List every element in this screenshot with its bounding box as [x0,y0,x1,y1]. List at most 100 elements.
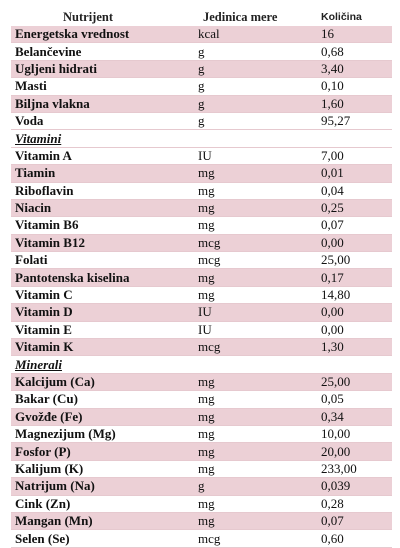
nutrient-row: Belančevine g 0,68 [11,42,392,61]
header-amount: Količina [317,8,392,26]
nutrient-amount: 0,04 [317,182,392,200]
nutrient-name: Belančevine [11,42,193,61]
nutrient-row: Mangan (Mn) mg 0,07 [11,512,392,531]
nutrient-amount: 95,27 [317,112,392,131]
nutrient-amount: 0,10 [317,77,392,96]
nutrient-name: Vitamin E [11,321,193,340]
nutrient-unit: mg [193,216,317,235]
nutrient-amount: 10,00 [317,425,392,444]
nutrient-unit: mg [193,199,317,218]
nutrient-unit: g [193,112,317,131]
nutrient-unit: kcal [193,26,317,44]
nutrient-name: Energetska vrednost [11,26,193,44]
nutrient-name: Pantotenska kiselina [11,268,193,287]
nutrient-unit: mg [193,286,317,305]
nutrient-amount: 0,00 [317,234,392,253]
nutrient-amount: 0,00 [317,303,392,322]
nutrient-unit: g [193,60,317,79]
nutrient-row: Pantotenska kiselina mg 0,17 [11,268,392,287]
nutrient-row: Kalcijum (Ca) mg 25,00 [11,373,392,392]
nutrient-name: Fosfor (P) [11,442,193,461]
nutrient-unit: g [193,77,317,96]
nutrient-row: Voda g 95,27 [11,112,392,131]
nutrient-amount: 0,07 [317,512,392,531]
nutrient-amount: 0,25 [317,199,392,218]
nutrient-name: Mangan (Mn) [11,512,193,531]
nutrient-name: Biljna vlakna [11,95,193,113]
nutrient-name: Voda [11,112,193,131]
nutrient-unit: mg [193,425,317,444]
nutrient-unit: mg [193,460,317,479]
nutrient-row: Cink (Zn) mg 0,28 [11,495,392,513]
nutrient-amount: 7,00 [317,147,392,166]
header-row: Nutrijent Jedinica mere Količina [11,8,392,26]
nutrient-row: Natrijum (Na) g 0,039 [11,477,392,496]
nutrient-row: Biljna vlakna g 1,60 [11,95,392,113]
nutrient-amount: 0,34 [317,408,392,426]
nutrient-unit: mg [193,408,317,426]
nutrient-amount: 0,68 [317,42,392,61]
nutrient-amount: 1,60 [317,95,392,113]
nutrient-unit: IU [193,321,317,340]
nutrient-amount: 0,07 [317,216,392,235]
nutrient-name: Vitamin C [11,286,193,305]
table-header: Nutrijent Jedinica mere Količina [11,8,392,26]
nutrient-name: Cink (Zn) [11,495,193,513]
nutrient-unit: g [193,477,317,496]
nutrient-row: Kalijum (K) mg 233,00 [11,460,392,479]
nutrient-unit: mg [193,182,317,200]
nutrient-row: Masti g 0,10 [11,77,392,96]
nutrient-name: Kalijum (K) [11,460,193,479]
nutrient-row: Vitamin B6 mg 0,07 [11,216,392,235]
nutrient-row: Niacin mg 0,25 [11,199,392,218]
section-heading-row: Vitamini [11,129,392,148]
nutrient-name: Ugljeni hidrati [11,60,193,79]
nutrient-amount: 25,00 [317,251,392,270]
nutrient-unit: g [193,95,317,113]
nutrient-row: Ugljeni hidrati g 3,40 [11,60,392,79]
nutrient-row: Vitamin E IU 0,00 [11,321,392,340]
nutrient-unit: IU [193,303,317,322]
nutrient-name: Tiamin [11,164,193,183]
nutrient-row: Bakar (Cu) mg 0,05 [11,390,392,409]
nutrient-row: Vitamin B12 mcg 0,00 [11,234,392,253]
nutrient-unit: g [193,42,317,61]
nutrient-unit: mg [193,164,317,183]
nutrient-amount: 3,40 [317,60,392,79]
nutrient-unit: mg [193,390,317,409]
nutrient-unit: mg [193,442,317,461]
nutrient-row: Vitamin A IU 7,00 [11,147,392,166]
nutrient-row: Selen (Se) mcg 0,60 [11,529,392,548]
nutrient-unit: mg [193,512,317,531]
nutrient-name: Natrijum (Na) [11,477,193,496]
nutrient-unit: mg [193,373,317,392]
nutrient-amount: 1,30 [317,338,392,357]
nutrient-unit: mcg [193,338,317,357]
nutrient-name: Gvožđe (Fe) [11,408,193,426]
nutrient-unit: IU [193,147,317,166]
nutrient-amount: 14,80 [317,286,392,305]
nutrient-unit: mcg [193,234,317,253]
nutrient-row: Tiamin mg 0,01 [11,164,392,183]
header-nutrient: Nutrijent [11,8,193,26]
table-body: Energetska vrednost kcal 16 Belančevine g 0,6… [11,26,392,548]
nutrient-amount: 16 [317,26,392,44]
nutrient-row: Vitamin D IU 0,00 [11,303,392,322]
nutrient-name: Vitamin A [11,147,193,166]
nutrient-row: Magnezijum (Mg) mg 10,00 [11,425,392,444]
nutrient-row: Fosfor (P) mg 20,00 [11,442,392,461]
nutrition-table-container: Nutrijent Jedinica mere Količina Energet… [11,8,392,548]
nutrient-name: Magnezijum (Mg) [11,425,193,444]
nutrient-row: Gvožđe (Fe) mg 0,34 [11,408,392,426]
nutrient-amount: 0,039 [317,477,392,496]
nutrient-amount: 0,28 [317,495,392,513]
nutrition-table: Nutrijent Jedinica mere Količina Energet… [11,8,392,548]
nutrient-amount: 20,00 [317,442,392,461]
nutrient-unit: mg [193,268,317,287]
nutrient-amount: 0,00 [317,321,392,340]
nutrient-name: Bakar (Cu) [11,390,193,409]
section-title: Minerali [11,355,392,374]
nutrient-name: Vitamin B6 [11,216,193,235]
